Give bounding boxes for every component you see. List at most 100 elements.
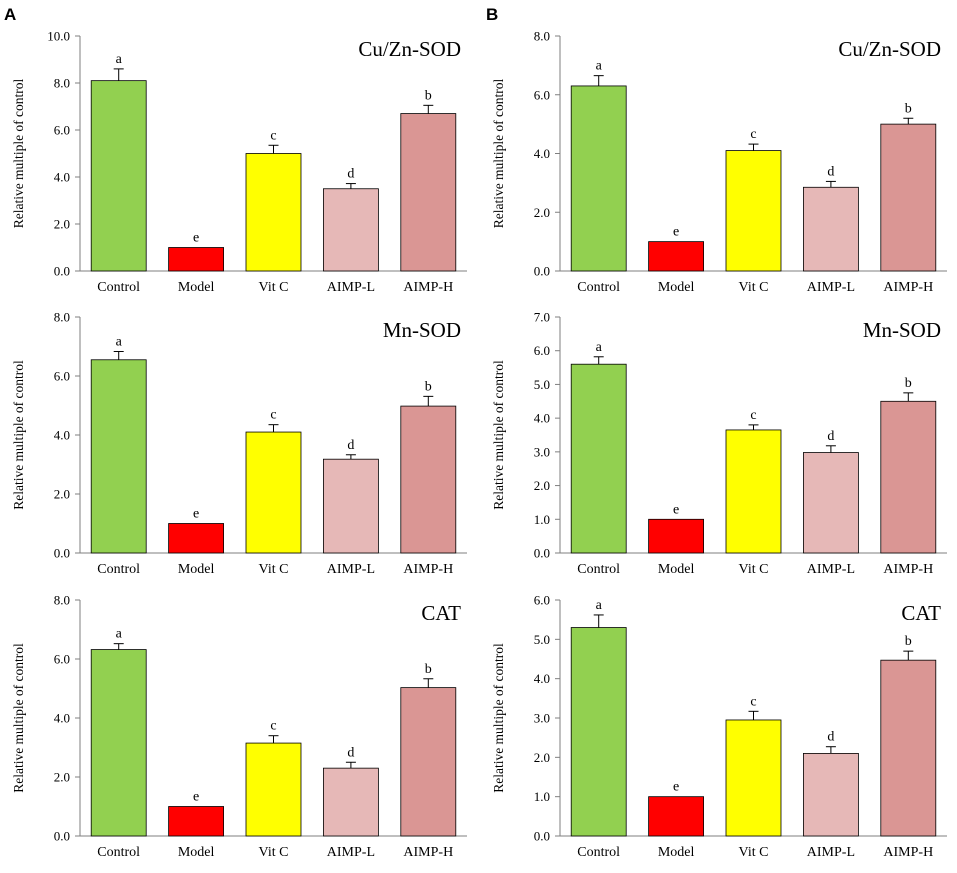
significance-letter: e <box>193 507 199 522</box>
significance-letter: c <box>270 719 276 734</box>
category-label: Model <box>658 562 695 577</box>
panel-letter-b: B <box>486 5 498 24</box>
category-label: Vit C <box>739 280 769 295</box>
y-tick-label: 8.0 <box>54 310 70 325</box>
bar-model <box>648 518 704 554</box>
bar-aimp-l <box>322 458 379 554</box>
bar-model <box>648 241 704 272</box>
y-tick-label: 6.0 <box>54 652 70 667</box>
chart-title: Cu/Zn-SOD <box>358 37 461 61</box>
bar-vit-c <box>245 431 302 554</box>
y-axis-title: Relative multiple of control <box>491 643 506 793</box>
significance-letter: a <box>116 627 123 642</box>
category-label: Model <box>178 562 215 577</box>
y-axis-title: Relative multiple of control <box>11 643 26 793</box>
category-label: Model <box>178 280 215 295</box>
category-label: Model <box>658 845 695 860</box>
category-label: AIMP-H <box>403 845 453 860</box>
y-tick-label: 8.0 <box>54 593 70 608</box>
significance-letter: c <box>750 694 756 709</box>
y-tick-label: 4.0 <box>54 711 70 726</box>
bar-vit-c <box>245 742 302 837</box>
significance-letter: a <box>116 335 123 350</box>
y-tick-label: 0.0 <box>54 264 70 279</box>
y-tick-label: 2.0 <box>534 478 550 493</box>
bar-vit-c <box>725 150 782 272</box>
y-tick-label: 4.0 <box>54 170 70 185</box>
y-tick-label: 5.0 <box>534 632 550 647</box>
category-label: AIMP-L <box>327 562 375 577</box>
significance-letter: e <box>193 790 199 805</box>
bar-aimp-l <box>803 186 859 272</box>
y-axis-title: Relative multiple of control <box>11 360 26 510</box>
bar-model <box>168 806 225 837</box>
category-label: AIMP-L <box>807 562 855 577</box>
y-tick-label: 2.0 <box>534 750 550 765</box>
chart-title: Cu/Zn-SOD <box>838 37 941 61</box>
bar-vit-c <box>725 719 782 837</box>
chart-title: CAT <box>901 601 941 625</box>
chart-title: CAT <box>421 601 461 625</box>
chart-title: Mn-SOD <box>863 318 941 342</box>
significance-letter: a <box>596 340 603 355</box>
significance-letter: a <box>116 52 123 67</box>
bar-aimp-h <box>880 123 937 272</box>
category-label: AIMP-H <box>403 562 453 577</box>
y-tick-label: 10.0 <box>47 29 70 44</box>
category-label: Control <box>97 562 140 577</box>
bar-aimp-h <box>400 405 457 554</box>
bar-control <box>90 649 147 837</box>
significance-letter: d <box>827 730 834 745</box>
bar-aimp-h <box>400 687 457 837</box>
significance-letter: e <box>193 231 199 246</box>
chart-1: 0.0 2.0 4.0 6.0 8.0 10.0 Relative multiple of … <box>11 29 467 295</box>
y-tick-label: 4.0 <box>534 411 550 426</box>
bar-model <box>168 247 225 272</box>
significance-letter: a <box>596 59 603 74</box>
category-label: AIMP-L <box>807 845 855 860</box>
category-label: Vit C <box>259 280 289 295</box>
y-tick-label: 2.0 <box>54 217 70 232</box>
significance-letter: c <box>750 408 756 423</box>
y-tick-label: 0.0 <box>54 546 70 561</box>
y-tick-label: 8.0 <box>534 29 550 44</box>
significance-letter: d <box>347 167 354 182</box>
category-label: Control <box>577 280 620 295</box>
category-label: AIMP-H <box>403 280 453 295</box>
category-label: Control <box>97 845 140 860</box>
bar-model <box>168 523 225 554</box>
significance-letter: d <box>827 429 834 444</box>
significance-letter: d <box>347 438 354 453</box>
y-tick-label: 6.0 <box>534 87 550 102</box>
significance-letter: d <box>827 164 834 179</box>
bar-control <box>90 359 147 554</box>
y-tick-label: 1.0 <box>534 789 550 804</box>
y-tick-label: 6.0 <box>534 343 550 358</box>
bar-aimp-h <box>880 400 937 554</box>
category-label: Model <box>658 280 695 295</box>
bar-vit-c <box>725 429 782 554</box>
significance-letter: e <box>673 225 679 240</box>
y-tick-label: 2.0 <box>534 205 550 220</box>
y-tick-label: 6.0 <box>54 369 70 384</box>
bar-control <box>570 627 627 837</box>
category-label: AIMP-L <box>327 845 375 860</box>
category-label: Vit C <box>259 562 289 577</box>
y-tick-label: 1.0 <box>534 512 550 527</box>
significance-letter: a <box>596 598 603 613</box>
y-tick-label: 3.0 <box>534 711 550 726</box>
chart-6: 0.0 1.0 2.0 3.0 4.0 5.0 6.0 Relative multiple o… <box>491 593 947 860</box>
y-tick-label: 6.0 <box>54 123 70 138</box>
y-axis-title: Relative multiple of control <box>491 360 506 510</box>
y-tick-label: 4.0 <box>534 671 550 686</box>
bar-control <box>90 80 147 272</box>
chart-title: Mn-SOD <box>383 318 461 342</box>
significance-letter: e <box>673 780 679 795</box>
y-tick-label: 7.0 <box>534 310 550 325</box>
category-label: Control <box>97 280 140 295</box>
bar-vit-c <box>245 153 302 272</box>
chart-2: 0.0 2.0 4.0 6.0 8.0 Relative multiple of cont… <box>491 29 947 295</box>
y-tick-label: 2.0 <box>54 770 70 785</box>
category-label: AIMP-H <box>883 562 933 577</box>
